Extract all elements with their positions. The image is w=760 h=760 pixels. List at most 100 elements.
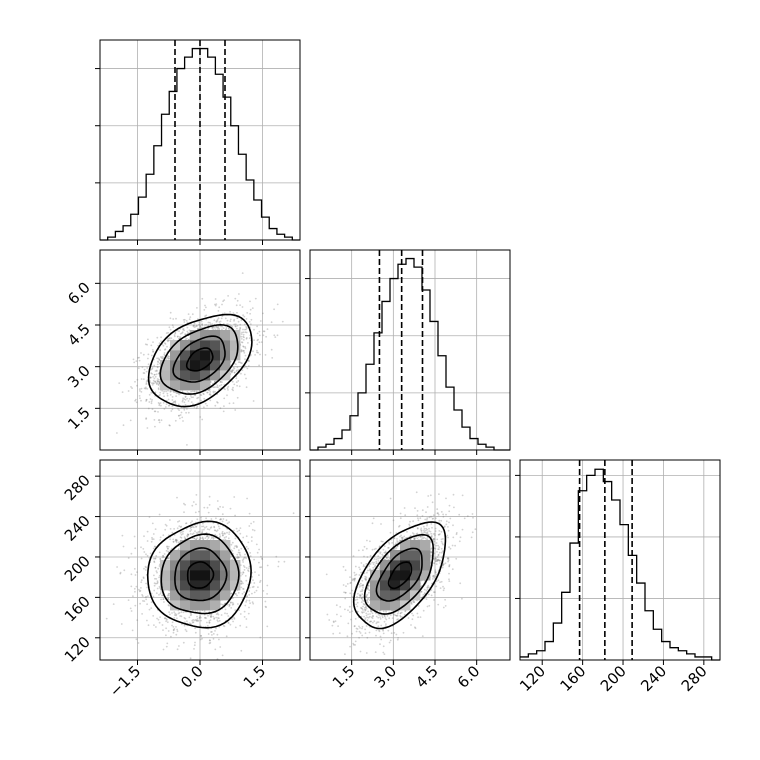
- histogram-panel-2: [520, 460, 720, 661]
- scatter-point: [166, 545, 169, 548]
- scatter-point: [430, 535, 433, 537]
- scatter-point: [252, 350, 254, 353]
- scatter-point: [239, 326, 242, 329]
- scatter-point: [116, 566, 118, 568]
- scatter-point: [210, 614, 213, 617]
- scatter-point: [159, 557, 162, 560]
- scatter-point: [176, 630, 179, 633]
- scatter-point: [441, 566, 444, 569]
- scatter-point: [181, 623, 183, 626]
- scatter-point: [208, 495, 211, 498]
- scatter-point: [151, 538, 154, 541]
- scatter-point: [273, 308, 275, 311]
- scatter-point: [141, 595, 144, 597]
- scatter-point: [187, 411, 190, 414]
- y-tick-label: 6.0: [64, 278, 94, 308]
- scatter-point: [205, 314, 208, 317]
- scatter-point: [239, 361, 241, 364]
- scatter-point: [241, 331, 243, 334]
- histogram-panel-1: [310, 250, 510, 451]
- scatter-point: [236, 299, 239, 302]
- scatter-point: [145, 418, 148, 420]
- scatter-point: [156, 360, 159, 363]
- scatter-point: [227, 615, 230, 617]
- scatter-point: [219, 381, 222, 383]
- scatter-point: [243, 323, 246, 326]
- scatter-point: [241, 306, 244, 308]
- scatter-point: [353, 644, 355, 646]
- density-bin: [210, 600, 221, 611]
- scatter-point: [244, 556, 246, 559]
- scatter-point: [189, 527, 192, 529]
- scatter-point: [134, 590, 136, 593]
- scatter-point: [178, 330, 180, 333]
- scatter-point: [175, 614, 178, 617]
- scatter-point: [233, 320, 235, 322]
- scatter-point: [152, 382, 155, 384]
- scatter-point: [159, 592, 162, 595]
- scatter-point: [159, 461, 161, 463]
- scatter-point: [226, 387, 229, 390]
- scatter-point: [105, 617, 108, 620]
- scatter-point: [241, 369, 244, 372]
- scatter-point: [166, 394, 169, 397]
- scatter-point: [224, 608, 227, 611]
- scatter-point: [181, 400, 184, 403]
- scatter-point: [251, 601, 254, 604]
- scatter-point: [133, 535, 136, 538]
- y-tick-label: 4.5: [64, 320, 94, 350]
- scatter-point: [130, 573, 133, 576]
- scatter-point: [150, 601, 153, 604]
- scatter-point: [274, 336, 277, 338]
- scatter-point: [381, 553, 384, 556]
- scatter-point: [377, 560, 380, 562]
- scatter-point: [361, 599, 364, 601]
- scatter-point: [225, 519, 228, 522]
- scatter-point: [229, 320, 232, 323]
- scatter-point: [228, 324, 231, 326]
- scatter-point: [213, 319, 216, 322]
- scatter-point: [442, 563, 445, 566]
- scatter-point: [205, 318, 208, 321]
- scatter-point: [163, 408, 166, 410]
- scatter-point: [139, 397, 141, 400]
- scatter-point: [240, 341, 243, 343]
- scatter-point: [261, 558, 264, 561]
- scatter-point: [196, 318, 199, 320]
- scatter-point: [188, 338, 191, 341]
- scatter-point: [416, 527, 419, 529]
- scatter-point: [147, 363, 150, 366]
- scatter-point: [192, 396, 195, 399]
- scatter-point: [239, 532, 242, 535]
- scatter-point: [168, 424, 171, 427]
- scatter-point: [202, 522, 204, 525]
- scatter-point: [178, 611, 181, 614]
- scatter-point: [225, 536, 228, 538]
- scatter-point: [179, 336, 181, 338]
- scatter-point: [230, 607, 233, 609]
- scatter-point: [185, 337, 188, 340]
- scatter-point: [136, 619, 139, 621]
- scatter-point: [206, 391, 209, 394]
- scatter-point: [212, 390, 215, 393]
- density-bin: [230, 340, 241, 351]
- scatter-point: [184, 398, 187, 401]
- scatter-point: [183, 502, 185, 505]
- scatter-point: [169, 311, 172, 314]
- density-bin: [220, 590, 231, 601]
- scatter-point: [140, 391, 143, 393]
- scatter-point: [167, 547, 169, 550]
- scatter-point: [143, 368, 146, 371]
- scatter-point: [163, 553, 166, 555]
- scatter-point: [140, 587, 142, 589]
- scatter-point: [369, 610, 372, 613]
- density-bin: [200, 560, 211, 571]
- scatter-point: [160, 336, 163, 339]
- scatter-point: [367, 584, 370, 587]
- scatter-point: [137, 357, 139, 359]
- contour-line: [186, 561, 215, 589]
- scatter-point: [216, 500, 219, 502]
- scatter-point: [199, 615, 202, 618]
- scatter-point: [174, 400, 177, 402]
- scatter-point: [447, 560, 449, 563]
